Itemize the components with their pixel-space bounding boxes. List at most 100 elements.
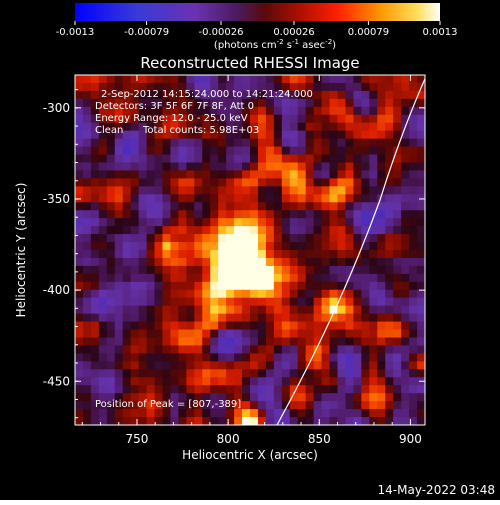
heatmap-cell [122, 210, 132, 219]
heatmap-cell [393, 329, 402, 338]
heatmap-cell [417, 138, 425, 148]
heatmap-cell [369, 281, 378, 291]
colorbar-tick-label: 0.00026 [273, 27, 314, 38]
heatmap-cell [210, 401, 219, 410]
heatmap-cell [257, 146, 267, 156]
heatmap-cell [361, 273, 370, 283]
heatmap-cell [417, 417, 425, 425]
heatmap-cell [194, 393, 203, 402]
heatmap-cell [250, 297, 259, 307]
heatmap-cell [385, 417, 394, 425]
heatmap-cell [186, 281, 195, 291]
heatmap-cell [106, 194, 116, 203]
heatmap-cell [289, 401, 299, 410]
heatmap-cell [106, 321, 116, 331]
heatmap-cell [250, 377, 259, 386]
heatmap-cell [106, 305, 116, 315]
heatmap-cell [313, 162, 323, 171]
heatmap-cell [170, 242, 179, 251]
heatmap-cell [377, 218, 386, 227]
heatmap-cell [114, 345, 124, 354]
heatmap-cell [130, 345, 140, 354]
heatmap-cell [106, 313, 116, 323]
heatmap-cell [218, 130, 227, 140]
heatmap-cell [345, 329, 354, 338]
heatmap-cell [162, 281, 171, 291]
heatmap-cell [162, 114, 171, 124]
heatmap-cell [122, 417, 132, 425]
heatmap-cell [361, 265, 370, 275]
heatmap-cell [250, 273, 259, 283]
heatmap-cell [353, 369, 362, 378]
heatmap-cell [401, 130, 410, 140]
heatmap-cell [305, 257, 315, 267]
heatmap-cell [297, 281, 307, 291]
heatmap-cell [90, 242, 100, 251]
heatmap-cell [377, 369, 386, 378]
heatmap-cell [385, 385, 394, 394]
heatmap-cell [265, 226, 275, 235]
heatmap-cell [75, 321, 84, 331]
heatmap-cell [297, 297, 307, 307]
heatmap-cell [75, 138, 84, 148]
heatmap-cell [393, 154, 402, 163]
heatmap-cell [329, 337, 338, 346]
heatmap-cell [369, 218, 378, 227]
heatmap-cell [401, 170, 410, 179]
heatmap-cell [130, 106, 140, 116]
heatmap-cell [98, 265, 108, 275]
heatmap-cell [409, 289, 418, 299]
heatmap-cell [417, 329, 425, 338]
heatmap-cell [257, 90, 267, 100]
heatmap-cell [186, 186, 195, 195]
heatmap-cell [186, 273, 195, 283]
heatmap-cell [170, 186, 179, 195]
heatmap-cell [361, 297, 370, 307]
heatmap-cell [170, 265, 179, 275]
heatmap-cell [337, 162, 346, 171]
heatmap-cell [154, 130, 163, 140]
heatmap-cell [265, 130, 275, 140]
heatmap-cell [234, 122, 243, 132]
heatmap-cell [194, 154, 203, 163]
heatmap-cell [90, 329, 100, 338]
heatmap-cell [273, 75, 283, 84]
heatmap-cell [265, 154, 275, 163]
heatmap-cell [186, 106, 195, 116]
heatmap-cell [122, 122, 132, 132]
heatmap-cell [138, 345, 148, 354]
heatmap-cell [242, 377, 251, 386]
heatmap-cell [162, 234, 171, 243]
heatmap-cell [106, 202, 116, 211]
heatmap-cell [75, 250, 84, 259]
heatmap-cell [234, 154, 243, 163]
heatmap-cell [297, 337, 307, 346]
heatmap-cell [194, 146, 203, 156]
heatmap-cell [242, 281, 251, 291]
heatmap-cell [409, 393, 418, 402]
heatmap-cell [186, 361, 195, 370]
heatmap-cell [265, 242, 275, 251]
heatmap-cell [250, 417, 259, 425]
heatmap-cell [202, 162, 211, 171]
heatmap-cell [313, 202, 323, 211]
heatmap-cell [162, 75, 171, 84]
heatmap-cell [361, 409, 370, 418]
heatmap-cell [289, 194, 299, 203]
heatmap-cell [202, 281, 211, 291]
heatmap-cell [353, 130, 362, 140]
heatmap-cell [297, 75, 307, 84]
heatmap-cell [337, 257, 346, 267]
heatmap-cell [417, 146, 425, 156]
heatmap-cell [313, 106, 323, 116]
heatmap-cell [273, 210, 283, 219]
heatmap-cell [90, 273, 100, 283]
heatmap-cell [82, 210, 92, 219]
heatmap-cell [273, 226, 283, 235]
heatmap-cell [289, 273, 299, 283]
heatmap-cell [257, 265, 267, 275]
heatmap-cell [122, 138, 132, 148]
heatmap-cell [194, 234, 203, 243]
heatmap-cell [202, 210, 211, 219]
heatmap-cell [409, 122, 418, 132]
